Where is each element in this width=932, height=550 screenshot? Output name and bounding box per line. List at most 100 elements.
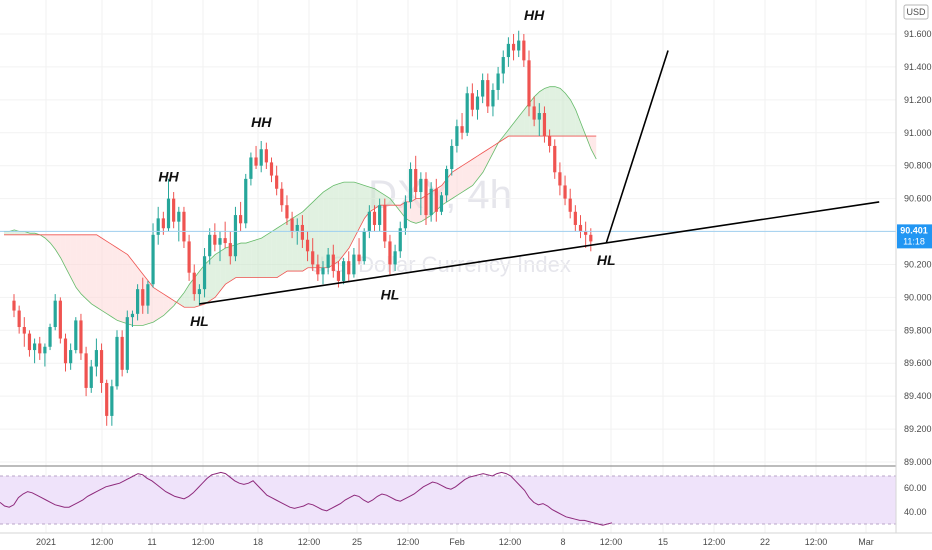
time-tick-label: 12:00 xyxy=(397,537,420,547)
time-tick-label: 22 xyxy=(760,537,770,547)
cloud-segment xyxy=(50,234,56,250)
cloud-segment xyxy=(349,182,355,248)
ichimoku-cloud xyxy=(4,86,597,326)
candle-body xyxy=(249,157,253,179)
candle-body xyxy=(202,256,207,290)
currency-label: USD xyxy=(906,7,926,17)
candle-body xyxy=(17,310,21,328)
candle xyxy=(424,172,428,225)
candle-body xyxy=(125,317,129,370)
candle xyxy=(99,343,104,393)
cloud-segment xyxy=(210,254,216,301)
price-tick-label: 89.800 xyxy=(904,325,932,335)
last-price-tag: 90.401 11:18 xyxy=(897,224,932,249)
candle-body xyxy=(84,353,88,388)
candle xyxy=(244,173,248,229)
candle xyxy=(27,330,32,357)
candle xyxy=(172,192,176,229)
cloud-segment xyxy=(369,187,375,212)
candle xyxy=(290,211,294,239)
price-tick-label: 90.800 xyxy=(904,161,932,171)
swing-label-hh: HH xyxy=(158,168,179,184)
candle-body xyxy=(48,327,52,347)
candle xyxy=(388,234,392,275)
cloud-segment xyxy=(81,234,87,300)
candle xyxy=(517,30,521,58)
currency-button[interactable]: USD xyxy=(903,4,929,20)
candle-body xyxy=(172,198,176,222)
candle xyxy=(408,162,413,209)
time-tick-label: 12:00 xyxy=(192,537,215,547)
candle-body xyxy=(517,40,521,51)
rsi-pane xyxy=(0,471,896,526)
candle-body xyxy=(22,327,26,334)
candle xyxy=(455,119,459,153)
candle-body xyxy=(182,211,186,242)
senkou-span-b xyxy=(4,135,597,308)
cloud-segment xyxy=(55,234,61,258)
cloud-segment xyxy=(127,254,133,326)
candle-body xyxy=(115,336,119,387)
cloud-segment xyxy=(338,182,344,262)
cloud-segment xyxy=(534,91,540,137)
cloud-segment xyxy=(70,234,77,288)
cloud-segment xyxy=(328,185,334,268)
candle xyxy=(563,175,567,206)
candle-body xyxy=(532,106,536,120)
candle-body xyxy=(290,218,294,232)
candle xyxy=(63,333,68,372)
cloud-segment xyxy=(168,297,174,311)
cloud-segment xyxy=(65,234,71,278)
candle xyxy=(202,248,207,298)
candle xyxy=(22,317,26,347)
cloud-segment xyxy=(410,198,416,224)
candle xyxy=(589,228,593,252)
candle-body xyxy=(568,198,572,212)
candle-body xyxy=(578,224,583,232)
candle xyxy=(74,317,78,354)
time-tick-label: 25 xyxy=(352,537,362,547)
time-axis[interactable]: 2021 12:00 11 12:00 18 12:00 25 12:00 Feb 12:00 8 1… xyxy=(36,537,874,547)
candle-body xyxy=(151,234,155,285)
candle xyxy=(187,234,191,281)
cloud-segment xyxy=(457,165,463,196)
candle-body xyxy=(79,320,83,354)
cloud-segment xyxy=(482,149,489,173)
cloud-segment xyxy=(4,231,10,235)
candle-body xyxy=(481,80,485,97)
candle-body xyxy=(177,211,181,222)
cloud-segment xyxy=(452,168,458,199)
candle-body xyxy=(269,162,274,176)
candle xyxy=(316,254,320,281)
price-tick-label: 91.400 xyxy=(904,62,932,72)
cloud-segment xyxy=(76,234,82,295)
candle xyxy=(166,178,171,232)
candle xyxy=(419,172,423,216)
price-tick-label: 89.600 xyxy=(904,358,932,368)
cloud-segment xyxy=(91,234,97,308)
cloud-segment xyxy=(215,251,221,298)
candle-body xyxy=(223,238,227,244)
cloud-segment xyxy=(354,182,360,239)
candle-body xyxy=(146,284,150,306)
candle-body xyxy=(403,201,407,229)
candle-body xyxy=(408,168,413,202)
cloud-segment xyxy=(86,234,92,304)
cloud-segment xyxy=(246,241,252,278)
price-tick-label: 90.000 xyxy=(904,292,932,302)
candle-body xyxy=(548,136,552,146)
candle-body xyxy=(197,289,201,295)
candle-body xyxy=(285,205,289,219)
candle xyxy=(177,206,181,242)
cloud-segment xyxy=(343,182,350,255)
candle-body xyxy=(43,346,47,354)
candle xyxy=(17,305,21,334)
candle xyxy=(130,310,135,328)
candle-body xyxy=(156,218,160,235)
candle xyxy=(439,192,444,216)
cloud-segment xyxy=(364,185,370,219)
candle xyxy=(506,37,510,67)
candle xyxy=(192,264,196,301)
candle-body xyxy=(208,234,212,257)
